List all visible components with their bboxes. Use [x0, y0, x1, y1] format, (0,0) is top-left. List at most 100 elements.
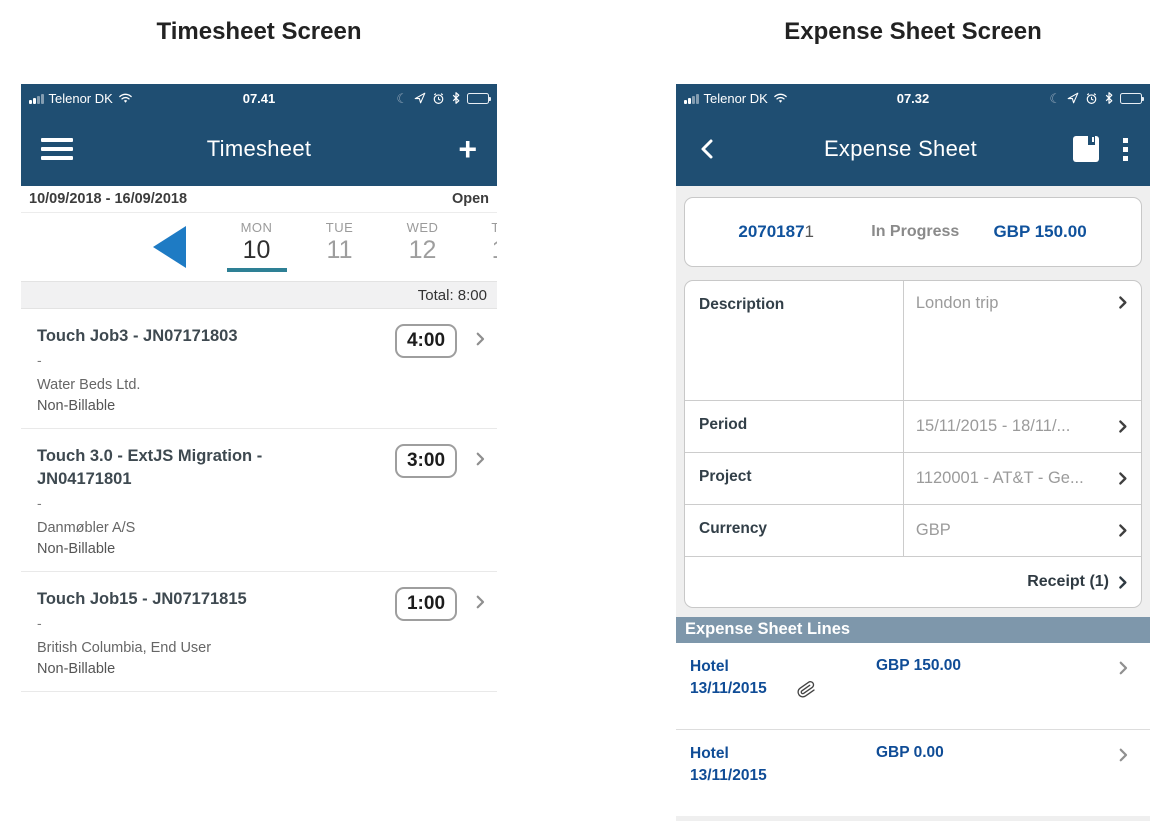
bluetooth-icon: [452, 92, 460, 104]
battery-icon: [1120, 92, 1144, 104]
chevron-right-icon[interactable]: [1114, 294, 1131, 311]
bluetooth-icon: [1105, 92, 1113, 104]
moon-icon: ☾: [396, 90, 408, 106]
field-label: Currency: [685, 505, 904, 556]
chevron-right-icon[interactable]: [1114, 418, 1131, 435]
expense-lines-section-header: Expense Sheet Lines: [676, 617, 1150, 643]
status-bar: Telenor DK 07.41 ☾: [21, 84, 497, 112]
moon-icon: ☾: [1049, 90, 1061, 106]
timesheet-entry[interactable]: Touch Job15 - JN07171815 - British Colum…: [21, 571, 497, 693]
field-row-description[interactable]: Description London trip: [685, 281, 1141, 401]
chevron-right-icon[interactable]: [471, 450, 489, 473]
chevron-right-icon[interactable]: [471, 330, 489, 353]
chevron-right-icon: [1119, 575, 1127, 589]
line-date: 13/11/2015: [690, 767, 767, 785]
day-name: TUE: [325, 220, 354, 235]
chevron-right-icon[interactable]: [1114, 743, 1140, 788]
job-phase: -: [37, 615, 42, 632]
alarm-icon: [1086, 92, 1097, 104]
signal-icon: [684, 93, 699, 104]
right-screen-caption: Expense Sheet Screen: [784, 18, 1042, 45]
timesheet-screen: Telenor DK 07.41 ☾ Times: [21, 84, 497, 706]
line-type: Hotel: [690, 744, 729, 762]
day-tue[interactable]: TUE 11: [298, 220, 381, 272]
alarm-icon: [433, 92, 444, 104]
previous-day-arrow[interactable]: [153, 226, 186, 268]
receipt-label: Receipt (1): [1027, 573, 1109, 590]
location-icon: [414, 92, 426, 104]
expense-summary-card[interactable]: 20701871 In Progress GBP 150.00: [684, 197, 1142, 267]
customer-name: Water Beds Ltd.: [37, 377, 141, 394]
expense-lines-list: Hotel 13/11/2015 GBP 150.00 Hotel: [676, 643, 1150, 816]
billing-type: Non-Billable: [37, 398, 116, 415]
field-row-project[interactable]: Project 1120001 - AT&T - Ge...: [685, 453, 1141, 505]
customer-name: British Columbia, End User: [37, 640, 212, 657]
hours-input[interactable]: 3:00: [395, 444, 457, 479]
chevron-right-icon[interactable]: [1114, 470, 1131, 487]
page-title: Expense Sheet: [823, 136, 978, 161]
expense-content: 20701871 In Progress GBP 150.00 Descript…: [676, 186, 1150, 821]
field-value: 1120001 - AT&T - Ge...: [915, 469, 1084, 487]
expense-line[interactable]: Hotel 13/11/2015 GBP 150.00: [676, 643, 1150, 730]
battery-icon: [467, 92, 491, 104]
job-title: Touch 3.0 - ExtJS Migration - JN04171801: [37, 447, 263, 488]
add-entry-button[interactable]: +: [458, 131, 477, 167]
selected-day-underline: [226, 268, 287, 272]
field-value: 15/11/2015 - 18/11/...: [915, 417, 1071, 435]
paperclip-icon: [797, 681, 815, 698]
overflow-menu-icon[interactable]: [1121, 136, 1130, 163]
expense-sheet-number[interactable]: 20701871: [685, 222, 867, 242]
app-header: Expense Sheet: [676, 112, 1150, 186]
day-date: 13: [464, 236, 497, 265]
day-date: 10: [242, 236, 271, 264]
field-row-period[interactable]: Period 15/11/2015 - 18/11/...: [685, 401, 1141, 453]
save-icon[interactable]: [1073, 136, 1099, 162]
day-mon[interactable]: MON 10: [215, 220, 298, 272]
page-title: Timesheet: [206, 136, 312, 161]
menu-icon[interactable]: [41, 133, 73, 165]
line-amount: GBP 0.00: [876, 743, 944, 761]
hours-input[interactable]: 4:00: [395, 324, 457, 358]
job-title: Touch Job3 - JN07171803: [37, 327, 238, 345]
sheet-number-tail: 1: [804, 222, 815, 241]
field-value: GBP: [915, 521, 951, 539]
sheet-number-bold: 2070187: [738, 222, 805, 241]
timesheet-entry[interactable]: Touch Job3 - JN07171803 - Water Beds Ltd…: [21, 309, 497, 430]
status-time: 07.32: [896, 90, 930, 106]
customer-name: Danmøbler A/S: [37, 519, 136, 536]
timesheet-entry[interactable]: Touch 3.0 - ExtJS Migration - JN04171801…: [21, 429, 497, 572]
total-bar: Total: 8:00: [21, 281, 497, 309]
day-name: WED: [406, 220, 439, 235]
total-amount: GBP 150.00: [993, 222, 1087, 241]
day-wed[interactable]: WED 12: [381, 220, 464, 272]
field-label: Project: [685, 453, 904, 504]
field-value: London trip: [915, 294, 999, 312]
carrier-label: Telenor DK: [48, 90, 113, 106]
period-status-badge: Open: [451, 191, 489, 207]
location-icon: [1067, 92, 1079, 104]
wifi-icon: [119, 93, 132, 103]
field-row-currency[interactable]: Currency GBP: [685, 505, 1141, 557]
day-thu[interactable]: THU 13: [464, 220, 497, 272]
day-name: MON: [240, 220, 273, 235]
receipt-link[interactable]: Receipt (1): [685, 557, 1141, 607]
billing-type: Non-Billable: [37, 661, 116, 678]
job-phase: -: [37, 494, 42, 511]
carrier-label: Telenor DK: [703, 90, 768, 106]
back-button[interactable]: [696, 136, 728, 162]
expense-details-card: Description London trip Period 15/11/201…: [684, 280, 1142, 608]
expense-line[interactable]: Hotel 13/11/2015 GBP 0.00: [676, 730, 1150, 816]
wifi-icon: [774, 93, 787, 103]
status-bar: Telenor DK 07.32 ☾: [676, 84, 1150, 112]
signal-icon: [29, 93, 44, 104]
field-label: Description: [685, 281, 904, 400]
line-amount: GBP 150.00: [876, 657, 962, 674]
status-badge: In Progress: [871, 223, 960, 240]
line-date: 13/11/2015: [690, 680, 767, 698]
chevron-right-icon[interactable]: [1114, 656, 1140, 701]
chevron-right-icon[interactable]: [471, 593, 489, 616]
hours-input[interactable]: 1:00: [395, 586, 457, 621]
day-date: 11: [326, 236, 353, 264]
line-type: Hotel: [690, 658, 729, 675]
chevron-right-icon[interactable]: [1114, 522, 1131, 539]
